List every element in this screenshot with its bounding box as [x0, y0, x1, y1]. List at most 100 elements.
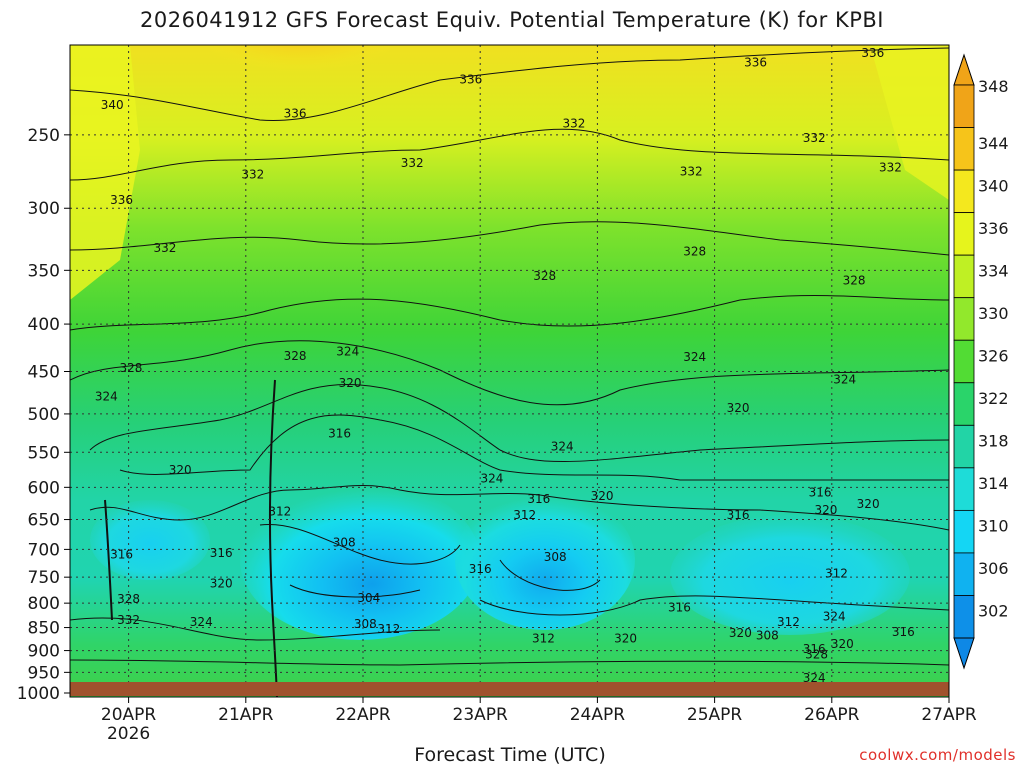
colorbar-segment	[953, 552, 975, 596]
contour-label: 324	[336, 344, 359, 358]
contour-label: 316	[668, 601, 691, 615]
contour-label: 336	[459, 73, 482, 87]
contour-label: 316	[892, 625, 915, 639]
contour-label: 340	[101, 98, 124, 112]
contour-label: 320	[857, 497, 880, 511]
contour-label: 324	[803, 671, 826, 685]
y-tick-label: 450	[28, 362, 60, 382]
contour-label: 324	[190, 615, 213, 629]
colorbar-segment	[953, 595, 975, 639]
colorbar-segment	[953, 297, 975, 341]
contour-label: 332	[401, 156, 424, 170]
contour-label: 336	[284, 106, 307, 120]
colorbar-arrow-top	[953, 53, 975, 86]
contour-label: 324	[551, 439, 574, 453]
contour-label: 320	[169, 463, 192, 477]
colorbar-label: 348	[978, 77, 1009, 96]
x-tick-label: 24APR	[570, 705, 626, 725]
x-tick-label: 25APR	[687, 705, 743, 725]
contour-label: 320	[814, 503, 837, 517]
contour-label: 324	[833, 372, 856, 386]
colorbar-label: 314	[978, 474, 1009, 493]
y-tick-label: 850	[28, 619, 60, 639]
colorbar-label: 344	[978, 134, 1009, 153]
y-tick-label: 600	[28, 478, 60, 498]
contour-label: 324	[480, 472, 503, 486]
contour-label: 332	[879, 160, 902, 174]
contour-label: 332	[241, 168, 264, 182]
warm-column-left	[70, 45, 140, 300]
x-axis-label: Forecast Time (UTC)	[414, 744, 606, 766]
contour-label: 316	[803, 642, 826, 656]
colorbar-label: 340	[978, 176, 1009, 195]
contour-label: 336	[861, 46, 884, 60]
y-tick-label: 400	[28, 315, 60, 335]
colorbar-segment	[953, 467, 975, 511]
colorbar-label: 326	[978, 347, 1009, 366]
contour-label: 316	[210, 546, 233, 560]
cool-blob-2	[455, 490, 635, 630]
contour-label: 320	[614, 631, 637, 645]
colorbar-label: 322	[978, 389, 1009, 408]
contour-label: 316	[469, 562, 492, 576]
colorbar-label: 330	[978, 304, 1009, 323]
contour-label: 308	[354, 617, 377, 631]
contour-label: 332	[803, 131, 826, 145]
y-tick-label: 950	[28, 663, 60, 683]
contour-label: 308	[333, 535, 356, 549]
colorbar-segment	[953, 509, 975, 554]
contour-label: 320	[339, 376, 362, 390]
hot-spot	[210, 45, 390, 90]
x-tick-label: 23APR	[453, 705, 509, 725]
contour-label: 312	[513, 508, 536, 522]
field	[70, 45, 949, 697]
y-tick-label: 550	[28, 443, 60, 463]
y-tick-label: 750	[28, 568, 60, 588]
colorbar-segment	[953, 127, 975, 171]
warm-column-right	[870, 45, 949, 200]
colorbar-label: 334	[978, 261, 1009, 280]
contour-label: 328	[284, 349, 307, 363]
x-tick-label: 20APR	[101, 705, 157, 725]
contour-label: 336	[744, 56, 767, 70]
contour-label: 316	[110, 548, 133, 562]
contour-label: 320	[591, 489, 614, 503]
contour-label: 312	[268, 504, 291, 518]
y-axis: 250 300 350 400 450 500 550 600 650 700 750 800 850 9…	[17, 126, 70, 704]
grid	[70, 45, 949, 697]
contour-label: 324	[823, 610, 846, 624]
colorbar-label: 302	[978, 602, 1009, 621]
y-tick-label: 1000	[17, 684, 60, 704]
contour-label: 332	[153, 241, 176, 255]
chart-title: 2026041912 GFS Forecast Equiv. Potential…	[140, 8, 884, 32]
contour-label: 316	[527, 492, 550, 506]
colorbar-label: 336	[978, 219, 1009, 238]
colorbar-segment	[953, 254, 975, 299]
colorbar: 348 344 340 336 334 330 326 322 318 314 310 306 302	[953, 53, 1009, 670]
contour-label: 328	[119, 361, 142, 375]
contour-label: 332	[117, 613, 140, 627]
y-tick-label: 800	[28, 594, 60, 614]
contour-label: 324	[683, 350, 706, 364]
contour-label: 320	[210, 577, 233, 591]
colorbar-label: 306	[978, 559, 1009, 578]
contour-label: 304	[357, 591, 380, 605]
x-tick-label: 26APR	[804, 705, 860, 725]
y-tick-label: 250	[28, 126, 60, 146]
contour-labels: 340 336 336 336 336 336 332 332 332 332 332 332 332 3…	[95, 46, 915, 685]
contour-label: 336	[110, 193, 133, 207]
contour-label: 328	[683, 244, 706, 258]
y-tick-label: 500	[28, 405, 60, 425]
colorbar-segment	[953, 169, 975, 214]
contour-label: 312	[777, 615, 800, 629]
contour-label: 320	[831, 637, 854, 651]
contour-label: 308	[544, 550, 567, 564]
contour-label: 328	[117, 592, 140, 606]
contour-label: 328	[805, 648, 828, 662]
colorbar-segment	[953, 84, 975, 128]
cool-blob-3	[670, 515, 910, 635]
contour-label: 332	[680, 165, 703, 179]
contour-label: 316	[727, 508, 750, 522]
